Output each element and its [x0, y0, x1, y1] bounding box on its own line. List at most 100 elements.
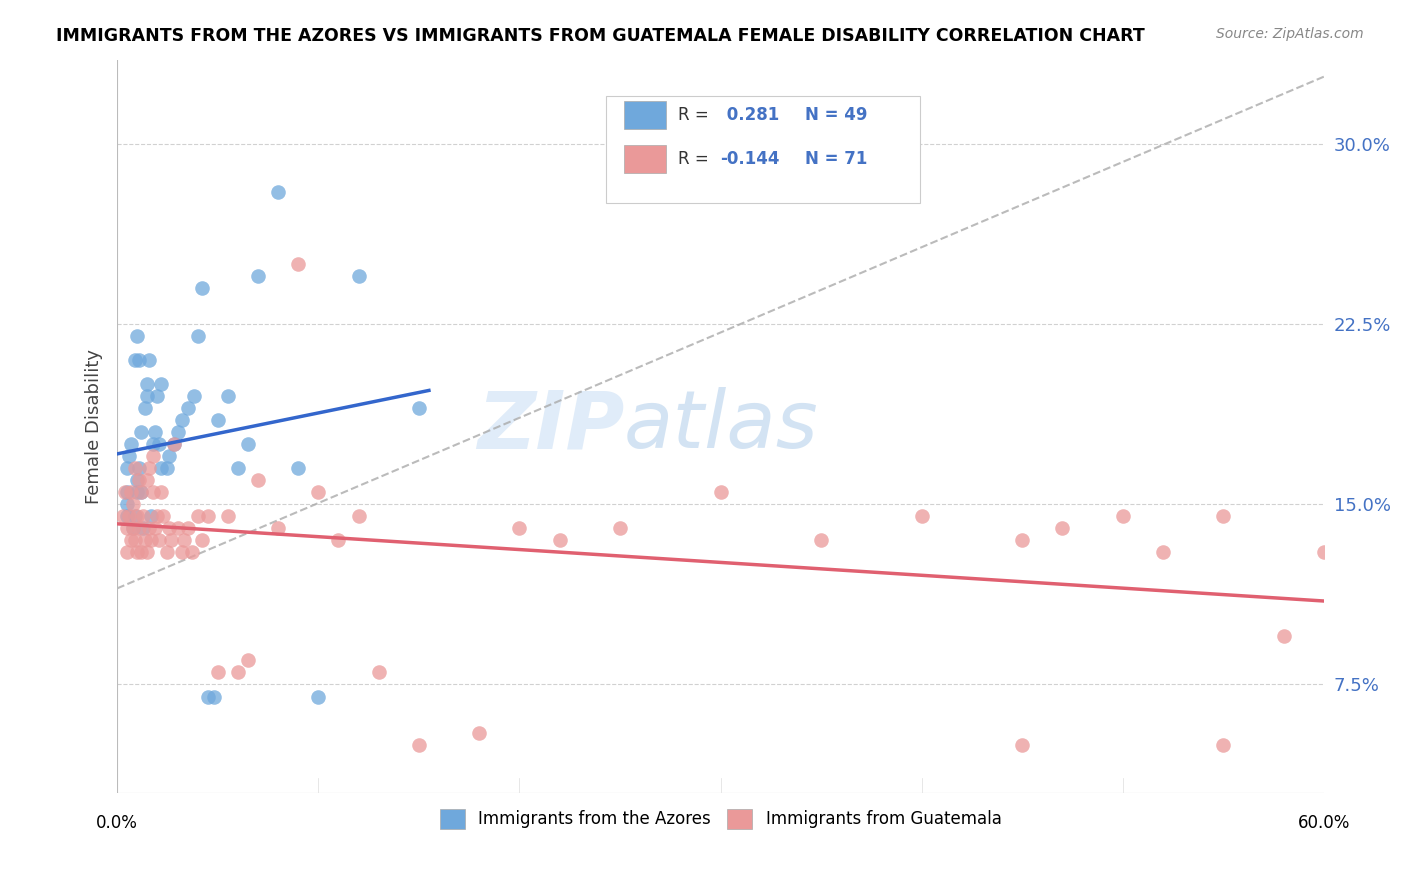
Point [176, 401, 198, 416]
Point [136, 473, 159, 487]
Point [367, 665, 389, 680]
Point [1272, 629, 1295, 643]
Point [197, 690, 219, 704]
Text: R =: R = [678, 106, 714, 124]
Point [217, 509, 239, 524]
Point [347, 509, 370, 524]
Point [134, 401, 156, 416]
Y-axis label: Female Disability: Female Disability [86, 349, 103, 504]
Point [202, 690, 225, 704]
Legend: Immigrants from the Azores, Immigrants from Guatemala: Immigrants from the Azores, Immigrants f… [433, 802, 1008, 836]
Point [127, 473, 149, 487]
Point [159, 449, 181, 463]
Point [131, 485, 153, 500]
Point [128, 461, 150, 475]
Text: Source: ZipAtlas.com: Source: ZipAtlas.com [1216, 27, 1364, 41]
Point [117, 509, 139, 524]
Point [267, 185, 290, 199]
Point [117, 485, 139, 500]
Point [1212, 738, 1234, 752]
Point [1052, 521, 1074, 535]
Point [131, 545, 153, 559]
Point [124, 509, 146, 524]
Point [267, 521, 290, 535]
Point [911, 509, 934, 524]
Point [156, 461, 179, 475]
Point [1212, 509, 1234, 524]
Point [124, 353, 146, 368]
Point [131, 425, 153, 439]
Point [236, 437, 259, 451]
Point [141, 533, 163, 548]
Point [131, 485, 153, 500]
Text: 60.0%: 60.0% [1298, 814, 1350, 832]
Point [136, 545, 159, 559]
Point [217, 389, 239, 403]
Text: -0.144: -0.144 [720, 150, 780, 169]
Point [246, 268, 269, 283]
Point [1011, 738, 1033, 752]
Point [609, 521, 631, 535]
Point [287, 461, 309, 475]
Point [328, 533, 350, 548]
Point [117, 461, 139, 475]
Point [156, 545, 179, 559]
Point [187, 509, 209, 524]
Point [120, 437, 142, 451]
Point [173, 533, 195, 548]
Point [226, 665, 249, 680]
Point [145, 425, 167, 439]
Point [128, 473, 150, 487]
Point [236, 653, 259, 667]
Point [142, 485, 165, 500]
Point [127, 329, 149, 343]
Point [307, 690, 329, 704]
Point [134, 533, 156, 548]
Point [1112, 509, 1135, 524]
Point [142, 437, 165, 451]
Point [128, 353, 150, 368]
Point [152, 509, 174, 524]
Point [246, 473, 269, 487]
Point [127, 509, 149, 524]
Point [150, 485, 173, 500]
Text: ZIP: ZIP [477, 387, 624, 465]
Text: atlas: atlas [624, 387, 818, 465]
Point [128, 521, 150, 535]
Point [124, 533, 146, 548]
Point [508, 521, 530, 535]
Point [112, 509, 135, 524]
Point [207, 665, 229, 680]
Point [114, 485, 136, 500]
Point [190, 281, 212, 295]
Point [166, 425, 188, 439]
Point [146, 389, 169, 403]
Point [120, 485, 142, 500]
Text: IMMIGRANTS FROM THE AZORES VS IMMIGRANTS FROM GUATEMALA FEMALE DISABILITY CORREL: IMMIGRANTS FROM THE AZORES VS IMMIGRANTS… [56, 27, 1144, 45]
Bar [624, 102, 666, 129]
Point [166, 521, 188, 535]
Point [150, 377, 173, 392]
Point [148, 437, 170, 451]
Point [136, 389, 159, 403]
Point [132, 521, 155, 535]
Point [226, 461, 249, 475]
Point [117, 545, 139, 559]
Point [127, 485, 149, 500]
Bar [624, 145, 666, 173]
Point [1152, 545, 1174, 559]
Point [141, 509, 163, 524]
Point [307, 485, 329, 500]
Point [180, 545, 202, 559]
Point [408, 738, 430, 752]
Point [142, 449, 165, 463]
Point [138, 461, 160, 475]
Point [1011, 533, 1033, 548]
Point [197, 509, 219, 524]
Point [162, 437, 184, 451]
Point [162, 437, 184, 451]
Point [122, 521, 145, 535]
Point [810, 533, 832, 548]
Point [207, 413, 229, 427]
Point [170, 545, 193, 559]
